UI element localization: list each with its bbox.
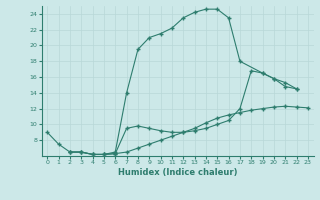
- X-axis label: Humidex (Indice chaleur): Humidex (Indice chaleur): [118, 168, 237, 177]
